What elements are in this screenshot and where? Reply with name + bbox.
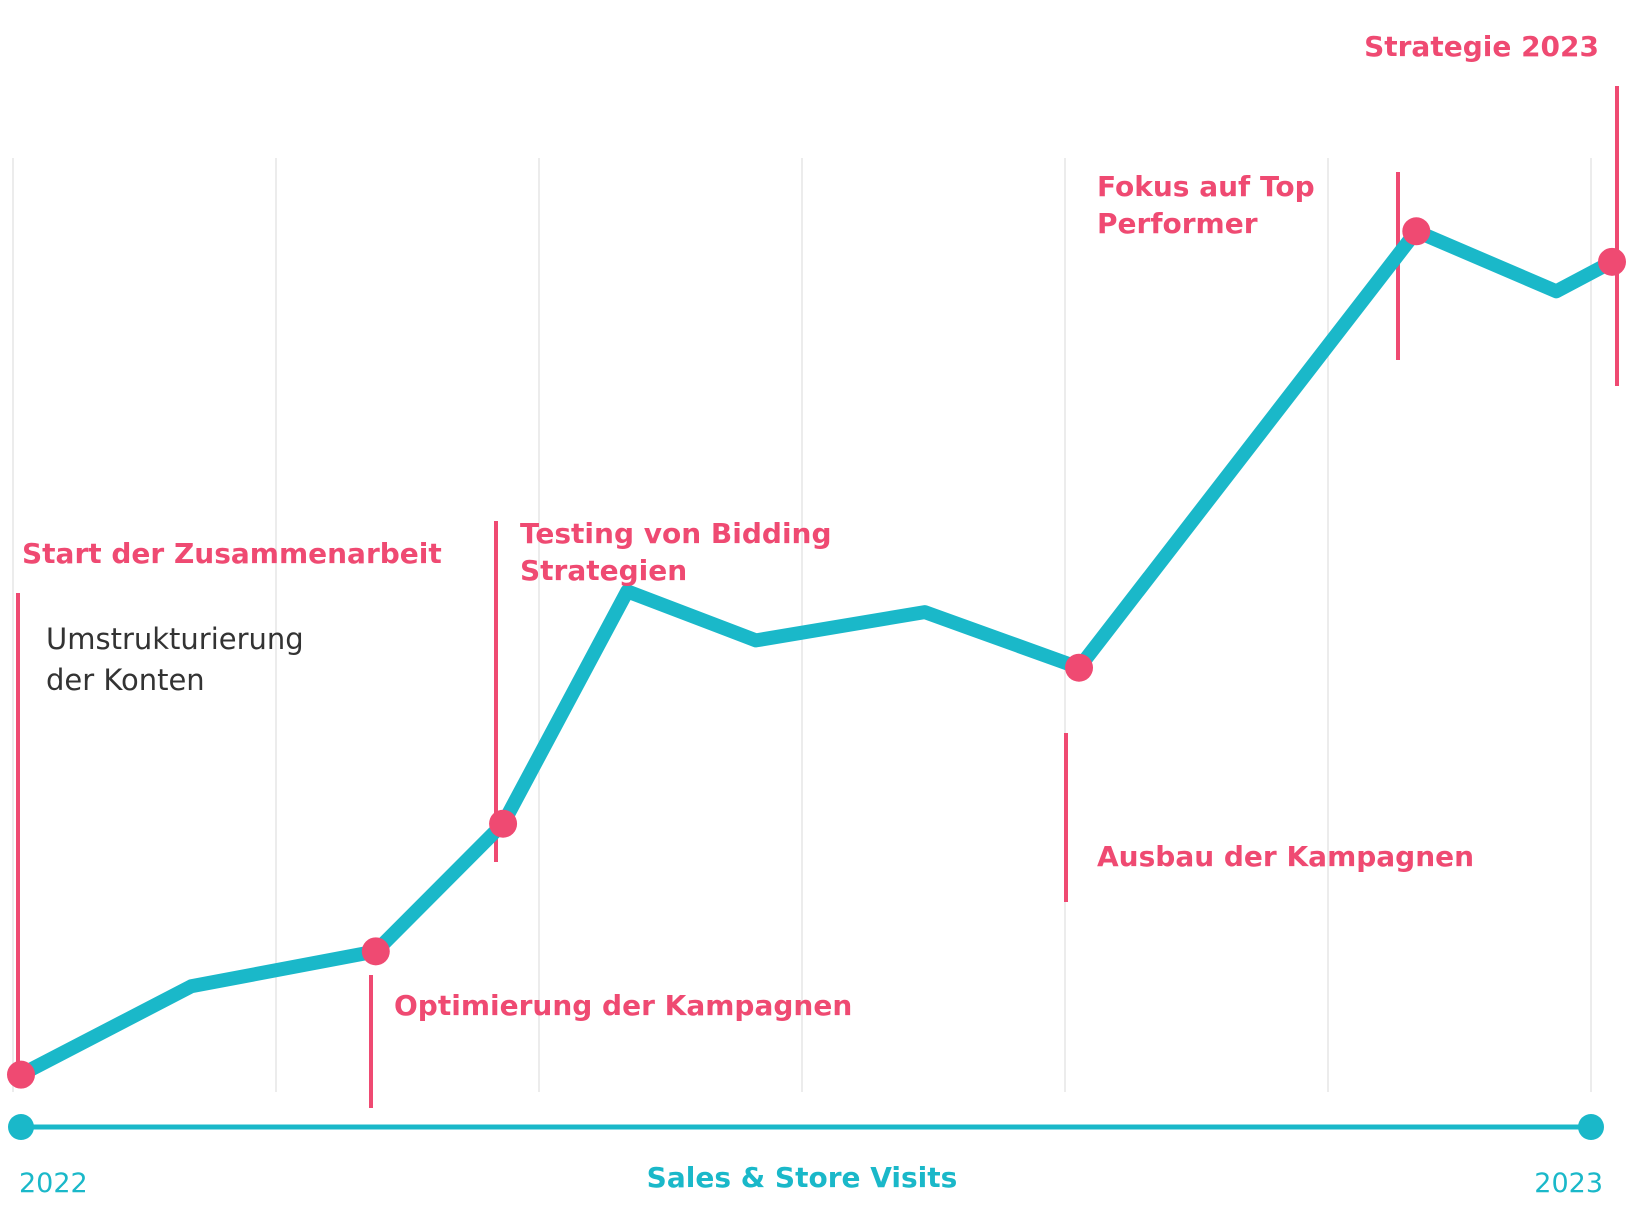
annotation-sublabel-line: der Konten bbox=[46, 663, 205, 697]
annotation-label: Optimierung der Kampagnen bbox=[394, 989, 852, 1022]
annotation-label-line: Fokus auf Top bbox=[1097, 170, 1315, 203]
annotation-label-line: Ausbau der Kampagnen bbox=[1097, 840, 1474, 873]
annotation-lines bbox=[16, 86, 1619, 1108]
gridlines bbox=[12, 158, 1592, 1092]
x-start-label: 2022 bbox=[19, 1168, 88, 1199]
annotation-label-line: Optimierung der Kampagnen bbox=[394, 989, 852, 1022]
timeline-end-dot bbox=[1578, 1114, 1604, 1140]
annotation-sublabel: Umstrukturierung der Konten bbox=[46, 622, 304, 697]
annotation-labels: Start der Zusammenarbeit Umstrukturierung… bbox=[22, 30, 1599, 1022]
annotation-label-line: Start der Zusammenarbeit bbox=[22, 537, 442, 570]
milestone-markers bbox=[7, 217, 1626, 1089]
annotation-label: Testing von Bidding Strategien bbox=[520, 517, 832, 587]
milestone-marker bbox=[7, 1060, 35, 1089]
x-axis-title: Sales & Store Visits bbox=[647, 1161, 958, 1194]
series-line bbox=[17, 224, 1616, 1081]
milestone-marker bbox=[1065, 653, 1094, 682]
x-end-label: 2023 bbox=[1534, 1168, 1603, 1199]
annotation-label: Ausbau der Kampagnen bbox=[1097, 840, 1474, 873]
timeline-axis bbox=[8, 1114, 1604, 1140]
milestone-marker bbox=[361, 937, 390, 966]
series-group bbox=[17, 224, 1616, 1081]
milestone-marker bbox=[1402, 217, 1431, 246]
milestone-marker bbox=[489, 809, 518, 838]
annotation-label-line: Performer bbox=[1097, 207, 1258, 240]
annotation-sublabel-line: Umstrukturierung bbox=[46, 622, 304, 656]
annotation-label: Start der Zusammenarbeit bbox=[22, 537, 442, 570]
annotation-label: Fokus auf Top Performer bbox=[1097, 170, 1315, 240]
timeline-start-dot bbox=[8, 1114, 34, 1140]
milestone-marker bbox=[1598, 247, 1626, 276]
annotation-label: Strategie 2023 bbox=[1364, 30, 1599, 63]
annotation-label-line: Strategien bbox=[520, 554, 687, 587]
annotation-label-line: Testing von Bidding bbox=[520, 517, 832, 550]
annotation-label-line: Strategie 2023 bbox=[1364, 30, 1599, 63]
